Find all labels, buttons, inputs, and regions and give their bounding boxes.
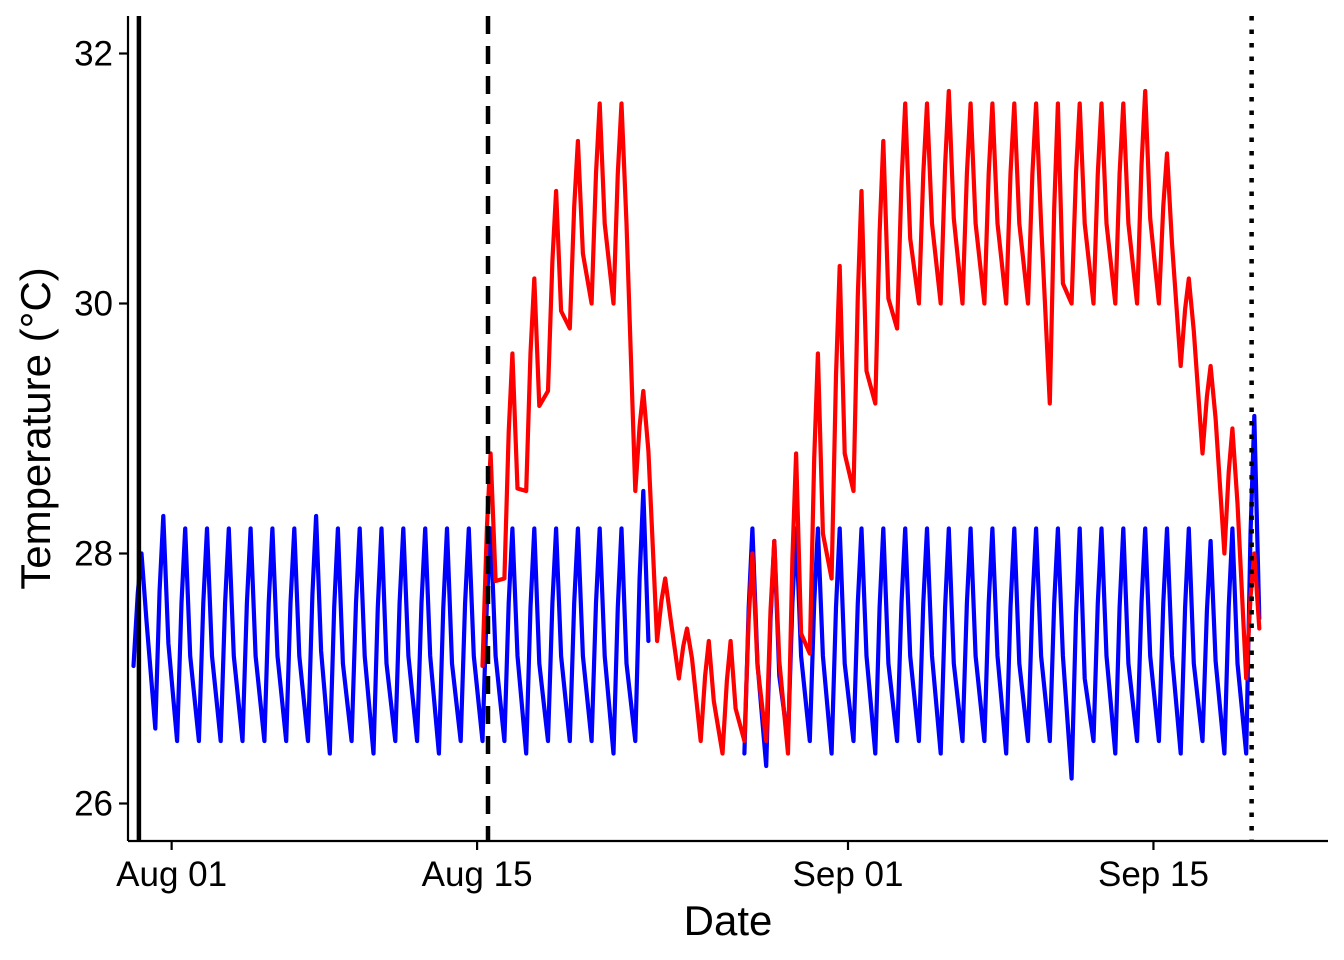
y-tick-label: 30 <box>74 285 113 324</box>
x-tick-label: Aug 01 <box>116 855 227 894</box>
series-line-blue <box>131 413 1262 781</box>
x-axis-title: Date <box>684 897 773 944</box>
x-axis-ticks: Aug 01 Aug 15 Sep 01 Sep 15 <box>116 841 1209 894</box>
y-tick-label: 32 <box>74 35 113 74</box>
series-layer <box>131 88 1262 781</box>
x-tick-label: Sep 01 <box>793 855 904 894</box>
y-axis-title: Temperature (°C) <box>12 267 59 590</box>
y-tick-label: 28 <box>74 535 113 574</box>
y-tick-label: 26 <box>74 785 113 824</box>
series-line-red <box>480 88 1262 756</box>
x-tick-label: Sep 15 <box>1098 855 1209 894</box>
y-axis-ticks: 26 28 30 32 <box>74 35 128 824</box>
x-tick-label: Aug 15 <box>422 855 533 894</box>
plot-panel <box>131 16 1262 841</box>
reference-lines <box>136 16 1254 841</box>
